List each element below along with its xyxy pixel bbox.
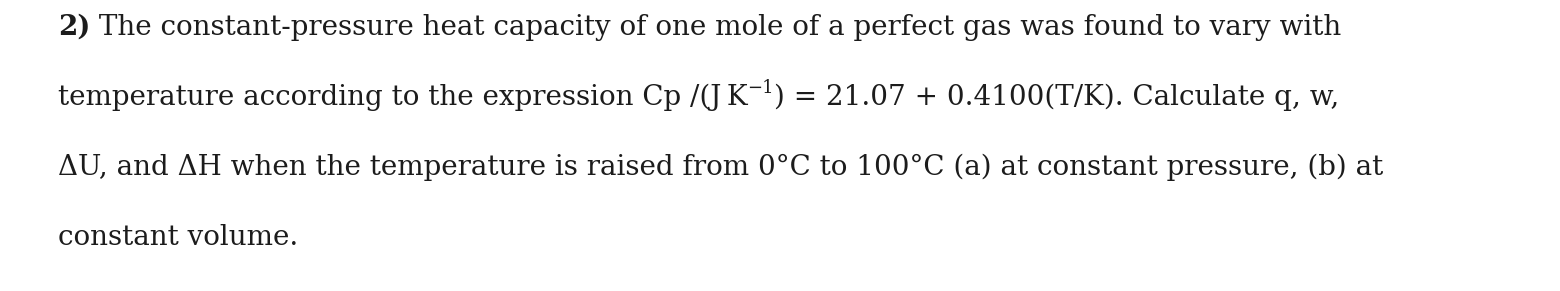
Text: The constant-pressure heat capacity of one mole of a perfect gas was found to va: The constant-pressure heat capacity of o… bbox=[90, 14, 1342, 41]
Text: 2): 2) bbox=[58, 14, 90, 41]
Text: −1: −1 bbox=[747, 79, 774, 97]
Text: ΔU, and ΔH when the temperature is raised from 0°C to 100°C (a) at constant pres: ΔU, and ΔH when the temperature is raise… bbox=[58, 154, 1384, 181]
Text: ) = 21.07 + 0.4100(T/K). Calculate q, w,: ) = 21.07 + 0.4100(T/K). Calculate q, w, bbox=[774, 84, 1340, 111]
Text: temperature according to the expression Cp /(J K: temperature according to the expression … bbox=[58, 84, 747, 111]
Text: constant volume.: constant volume. bbox=[58, 224, 298, 251]
